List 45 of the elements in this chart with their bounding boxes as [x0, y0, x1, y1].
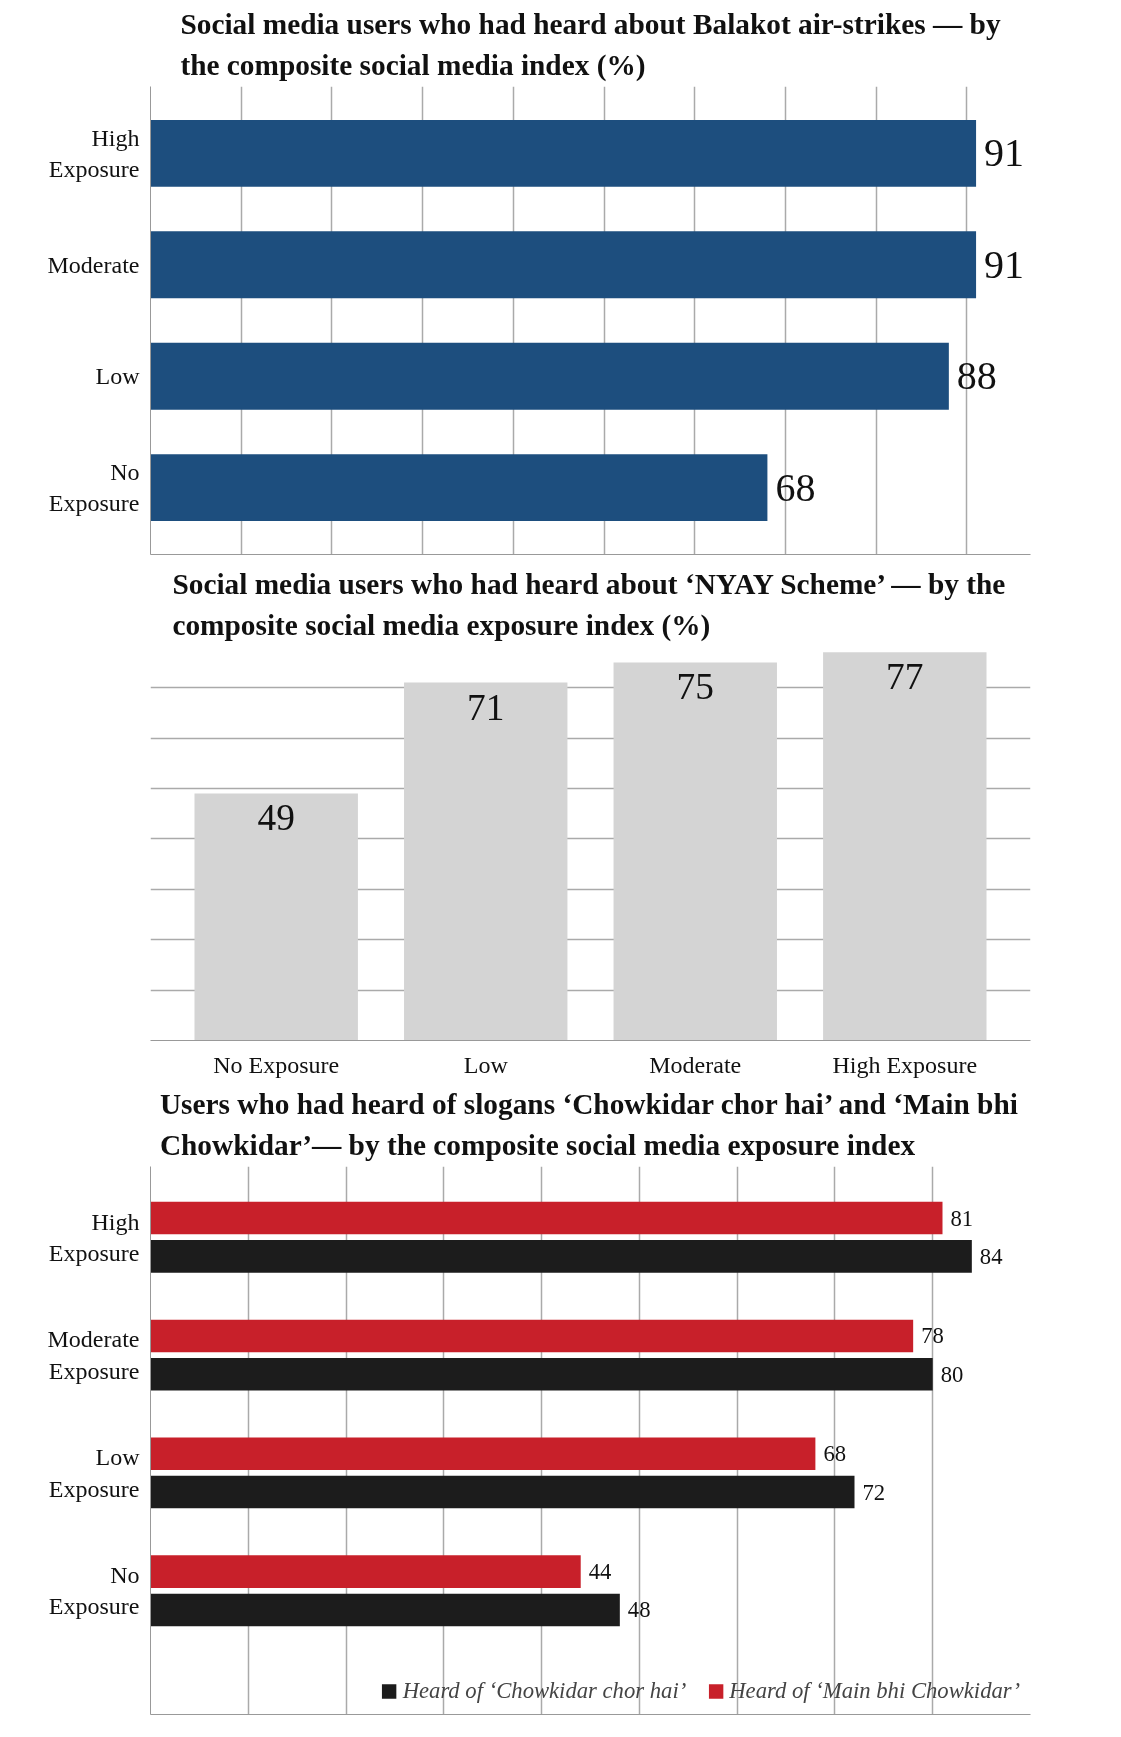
- bar: [150, 1240, 972, 1273]
- x-tick-label: No Exposure: [213, 1051, 340, 1078]
- data-label: 72: [862, 1479, 886, 1505]
- y-tick-label: No Exposure: [48, 1562, 140, 1620]
- data-label: 81: [950, 1205, 974, 1231]
- x-tick-label: Moderate: [649, 1051, 742, 1078]
- y-tick-label: Moderate: [47, 251, 140, 278]
- y-tick-label: Low: [95, 363, 141, 390]
- data-label: 88: [956, 353, 997, 399]
- legend-label: Heard of ‘Main bhi Chowkidar’: [729, 1678, 1020, 1704]
- chart-title: Social media users who had heard about ‘NYAY Scheme’ — by the composite social media exposure index (%): [172, 567, 1006, 643]
- bar: [150, 1593, 620, 1627]
- bar: [150, 1319, 914, 1353]
- data-label: 77: [886, 656, 924, 698]
- bar: [194, 793, 358, 1041]
- y-tick-label: Low Exposure: [48, 1444, 141, 1502]
- bar: [404, 682, 568, 1041]
- chart-title: Users who had heard of slogans ‘Chowkidar chor hai’ and ‘Main bhi Chowkidar’— by the composite social media exposure index: [159, 1087, 1018, 1162]
- data-label: 71: [467, 686, 505, 728]
- data-label: 91: [984, 241, 1025, 287]
- y-tick-label: High Exposure: [48, 124, 140, 182]
- data-label: 84: [979, 1243, 1003, 1269]
- data-label: 68: [775, 464, 816, 510]
- y-tick-label: No Exposure: [48, 459, 140, 517]
- x-tick-label: Low: [463, 1051, 509, 1078]
- bar: [150, 1555, 581, 1588]
- data-label: 78: [921, 1323, 944, 1349]
- data-label: 44: [588, 1559, 612, 1585]
- bar: [613, 662, 777, 1041]
- chart-title: Social media users who had heard about Balakot air-strikes — by the composite social media index (%): [180, 7, 1001, 83]
- bar: [150, 1437, 816, 1471]
- data-label: 91: [984, 130, 1025, 176]
- data-label: 75: [676, 666, 714, 708]
- data-label: 68: [823, 1441, 847, 1467]
- y-tick-label: Moderate Exposure: [47, 1326, 140, 1384]
- data-label: 48: [627, 1597, 651, 1623]
- bar: [150, 1475, 855, 1509]
- bar: [150, 1357, 933, 1391]
- legend-label: Heard of ‘Chowkidar chor hai’: [402, 1678, 687, 1704]
- y-tick-label: High Exposure: [48, 1208, 140, 1266]
- bar: [150, 1201, 943, 1235]
- x-tick-label: High Exposure: [832, 1051, 978, 1078]
- bar: [823, 652, 987, 1041]
- data-label: 80: [940, 1361, 964, 1387]
- data-label: 49: [257, 797, 295, 839]
